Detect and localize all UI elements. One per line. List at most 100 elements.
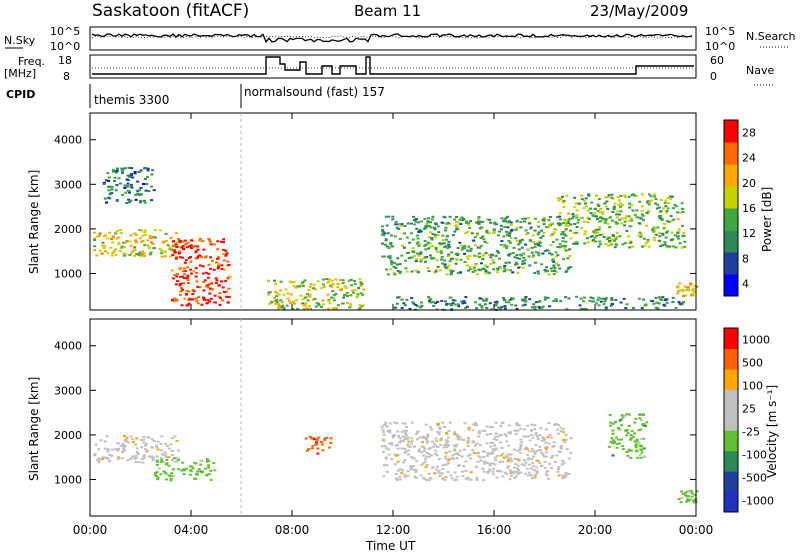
nsearch-label: N.Search xyxy=(746,30,796,43)
power-cell xyxy=(277,306,281,309)
power-cell xyxy=(653,195,657,198)
power-cell xyxy=(617,204,621,207)
power-cell xyxy=(349,294,353,297)
power-cell xyxy=(449,269,453,272)
power-cell xyxy=(674,246,678,249)
power-cell xyxy=(215,257,219,260)
velocity-cell xyxy=(520,441,524,444)
power-cell xyxy=(477,252,481,255)
velocity-cell xyxy=(506,465,510,468)
velocity-cell xyxy=(491,470,495,473)
power-cell xyxy=(400,223,404,226)
velocity-cell xyxy=(155,463,159,466)
power-cell xyxy=(128,201,131,204)
power-cell xyxy=(352,291,356,294)
power-cell xyxy=(383,243,387,246)
power-cell xyxy=(642,298,646,301)
power-cell xyxy=(175,256,179,259)
velocity-cell xyxy=(191,467,195,470)
velocity-cell xyxy=(494,459,498,462)
power-cell xyxy=(477,218,480,221)
power-cell xyxy=(123,246,127,249)
power-cell xyxy=(331,308,335,311)
power-cell xyxy=(291,308,295,311)
power-cell xyxy=(522,252,526,255)
power-cell xyxy=(301,281,305,284)
power-cell xyxy=(142,255,146,257)
power-cell xyxy=(619,202,622,205)
velocity-cell xyxy=(156,440,160,443)
power-cell xyxy=(495,271,499,274)
velocity-cell xyxy=(466,454,470,457)
power-cell xyxy=(553,267,557,270)
velocity-cell xyxy=(314,443,318,446)
power-cell xyxy=(524,243,528,246)
power-cell xyxy=(126,185,130,188)
power-cell xyxy=(564,270,568,273)
velocity-cell xyxy=(608,445,612,448)
power-cell xyxy=(640,205,644,208)
power-cell xyxy=(489,256,493,259)
power-cell xyxy=(448,222,452,225)
power-cell xyxy=(511,251,515,254)
velocity-cell xyxy=(613,440,616,443)
velocity-cell xyxy=(444,463,448,466)
power-cell xyxy=(307,295,311,298)
power-cell xyxy=(419,230,423,233)
power-cell xyxy=(298,285,302,288)
power-cell xyxy=(669,238,673,241)
power-cell xyxy=(671,296,675,299)
power-cell xyxy=(477,268,481,271)
power-cell xyxy=(115,237,119,240)
velocity-cell xyxy=(548,433,552,436)
power-cell xyxy=(345,301,349,304)
power-cell xyxy=(170,269,174,272)
velocity-cell xyxy=(519,438,523,441)
velocity-cell xyxy=(503,433,507,436)
velocity-cell xyxy=(540,464,544,467)
power-cell xyxy=(486,218,490,221)
velocity-cell xyxy=(399,439,403,442)
power-cell xyxy=(353,282,357,285)
power-cell xyxy=(557,199,561,202)
velocity-cell xyxy=(383,445,387,448)
power-cell xyxy=(496,268,500,271)
power-cell xyxy=(481,258,485,261)
velocity-cell xyxy=(151,459,155,462)
power-cell xyxy=(507,235,511,237)
velocity-cell xyxy=(612,439,616,442)
velocity-cell xyxy=(689,490,693,493)
power-cell xyxy=(483,303,487,306)
power-cell xyxy=(618,235,622,238)
power-cell xyxy=(531,256,535,258)
power-cell xyxy=(143,201,147,204)
beam-title: Beam 11 xyxy=(354,2,421,20)
power-cell xyxy=(408,307,412,310)
velocity-cell xyxy=(152,440,156,442)
velocity-cell xyxy=(131,455,135,458)
velocity-cell xyxy=(508,460,512,463)
power-cell xyxy=(674,307,678,309)
power-cell xyxy=(95,254,99,257)
velocity-cell xyxy=(161,461,165,463)
velocity-cell xyxy=(384,447,388,450)
velocity-cell xyxy=(126,459,129,462)
power-cell xyxy=(440,256,444,258)
power-cell xyxy=(587,194,591,197)
power-cell xyxy=(414,304,418,306)
velocity-cell xyxy=(387,448,391,451)
velocity-cell xyxy=(471,429,475,432)
power-cell xyxy=(630,204,634,207)
velocity-cell xyxy=(569,437,573,440)
velocity-cell xyxy=(449,474,453,477)
velocity-cell xyxy=(455,475,459,478)
velocity-cell xyxy=(626,454,630,457)
power-cell xyxy=(564,223,568,225)
power-cell xyxy=(189,272,193,275)
power-cell xyxy=(341,302,345,305)
velocity-cell xyxy=(110,448,114,451)
power-colorbar-swatch xyxy=(724,186,738,209)
power-cell xyxy=(610,299,614,301)
power-cell xyxy=(658,232,662,234)
velocity-cell xyxy=(614,436,618,439)
